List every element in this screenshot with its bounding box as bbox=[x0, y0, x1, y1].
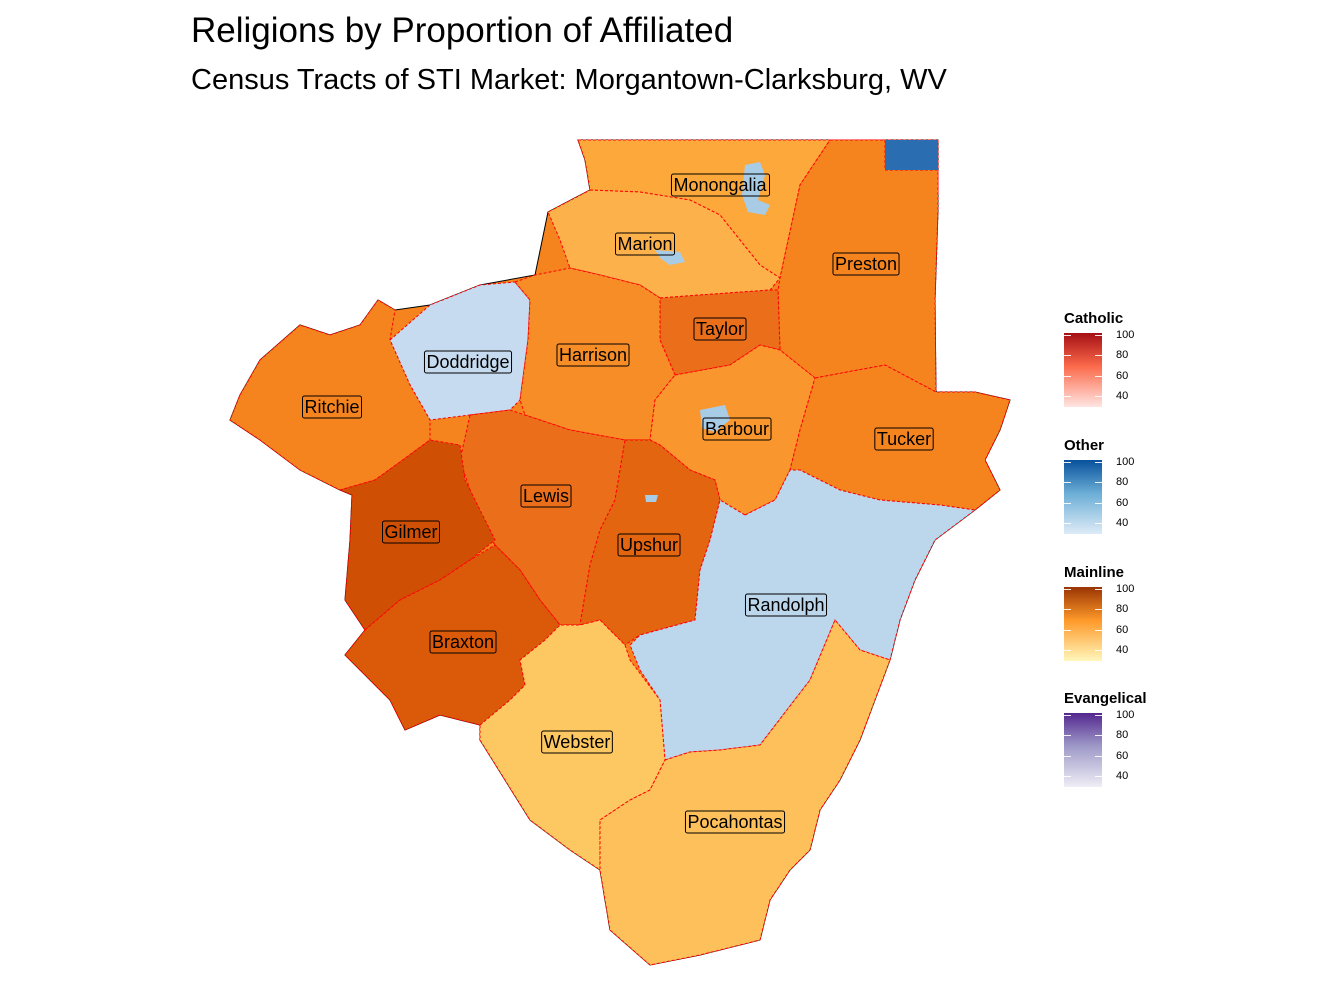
county-region-preston bbox=[777, 139, 939, 393]
legend-title: Catholic bbox=[1064, 310, 1124, 327]
legend-tick-label: 100 bbox=[1116, 456, 1135, 468]
county-region-gilmer bbox=[338, 439, 496, 631]
county-regions bbox=[229, 139, 1011, 966]
legend-evangelical: Evangelical 100 80 60 40 bbox=[1064, 690, 1147, 787]
legend-color-bar bbox=[1064, 587, 1102, 661]
legend-tick-label: 80 bbox=[1116, 729, 1129, 742]
county-region-harrison bbox=[514, 267, 676, 441]
svg-text:Pocahontas: Pocahontas bbox=[687, 812, 782, 832]
legend-tick-label: 40 bbox=[1116, 769, 1129, 782]
legend-tick-label: 60 bbox=[1116, 496, 1129, 509]
county-labels: Monongalia Marion Preston Taylor Doddridge Ha… bbox=[301, 173, 934, 834]
svg-text:Preston: Preston bbox=[835, 254, 897, 274]
county-label-taylor: Taylor bbox=[693, 317, 747, 341]
county-label-gilmer: Gilmer bbox=[382, 520, 441, 544]
county-label-preston: Preston bbox=[832, 252, 900, 276]
county-label-webster: Webster bbox=[541, 730, 613, 754]
svg-text:Taylor: Taylor bbox=[696, 319, 744, 339]
legend-color-bar bbox=[1064, 333, 1102, 407]
county-label-doddridge: Doddridge bbox=[423, 350, 513, 374]
legend-tick-label: 60 bbox=[1116, 369, 1129, 382]
county-label-upshur: Upshur bbox=[617, 533, 681, 557]
svg-text:Braxton: Braxton bbox=[432, 632, 494, 652]
svg-text:Marion: Marion bbox=[617, 234, 672, 254]
legend-tick-label: 60 bbox=[1116, 623, 1129, 636]
county-label-braxton: Braxton bbox=[429, 630, 497, 654]
legend-tick-label: 100 bbox=[1116, 329, 1135, 341]
county-label-marion: Marion bbox=[614, 232, 676, 256]
legend-tick-label: 40 bbox=[1116, 516, 1129, 529]
county-region-ritchie bbox=[229, 299, 431, 491]
legend-tick-label: 80 bbox=[1116, 476, 1129, 489]
svg-text:Gilmer: Gilmer bbox=[385, 522, 438, 542]
svg-text:Webster: Webster bbox=[544, 732, 611, 752]
county-label-ritchie: Ritchie bbox=[301, 395, 363, 419]
legend-title: Mainline bbox=[1064, 564, 1125, 581]
legend-mainline: Mainline 100 80 60 40 bbox=[1064, 564, 1134, 661]
legend-title: Evangelical bbox=[1064, 690, 1147, 707]
legend-tick-label: 60 bbox=[1116, 749, 1129, 762]
county-label-randolph: Randolph bbox=[744, 593, 828, 617]
tract-patch bbox=[655, 250, 685, 265]
county-label-monongalia: Monongalia bbox=[670, 173, 771, 197]
county-label-lewis: Lewis bbox=[520, 484, 572, 508]
svg-text:Doddridge: Doddridge bbox=[426, 352, 509, 372]
legend-other: Other 100 80 60 40 bbox=[1064, 437, 1134, 534]
legend-tick-label: 80 bbox=[1116, 603, 1129, 616]
svg-text:Harrison: Harrison bbox=[559, 345, 627, 365]
legend-catholic: Catholic 100 80 60 40 bbox=[1064, 310, 1134, 407]
legend-tick-label: 100 bbox=[1116, 709, 1135, 721]
county-label-barbour: Barbour bbox=[702, 417, 772, 441]
svg-text:Lewis: Lewis bbox=[523, 486, 569, 506]
map-subtitle: Census Tracts of STI Market: Morgantown-… bbox=[191, 64, 947, 96]
county-region-upshur bbox=[579, 439, 721, 646]
legend-tick-label: 40 bbox=[1116, 643, 1129, 656]
tract-patch bbox=[742, 162, 770, 215]
county-region-taylor bbox=[659, 289, 781, 376]
legend-tick-label: 100 bbox=[1116, 583, 1135, 595]
tract-patch bbox=[645, 495, 658, 502]
svg-text:Monongalia: Monongalia bbox=[673, 175, 767, 195]
county-label-tucker: Tucker bbox=[874, 427, 934, 451]
legend-color-bar bbox=[1064, 460, 1102, 534]
county-label-harrison: Harrison bbox=[556, 343, 630, 367]
svg-text:Upshur: Upshur bbox=[620, 535, 678, 555]
map-title: Religions by Proportion of Affiliated bbox=[191, 11, 734, 50]
svg-text:Barbour: Barbour bbox=[705, 419, 769, 439]
legend-color-bar bbox=[1064, 713, 1102, 787]
svg-text:Ritchie: Ritchie bbox=[304, 397, 359, 417]
county-region-pocahontas bbox=[599, 619, 891, 966]
tract-patch bbox=[885, 140, 938, 170]
legend-tick-label: 40 bbox=[1116, 389, 1129, 402]
svg-text:Tucker: Tucker bbox=[877, 429, 931, 449]
legend-tick-label: 80 bbox=[1116, 349, 1129, 362]
county-label-pocahontas: Pocahontas bbox=[684, 810, 786, 834]
legend-title: Other bbox=[1064, 437, 1105, 454]
svg-text:Randolph: Randolph bbox=[747, 595, 824, 615]
